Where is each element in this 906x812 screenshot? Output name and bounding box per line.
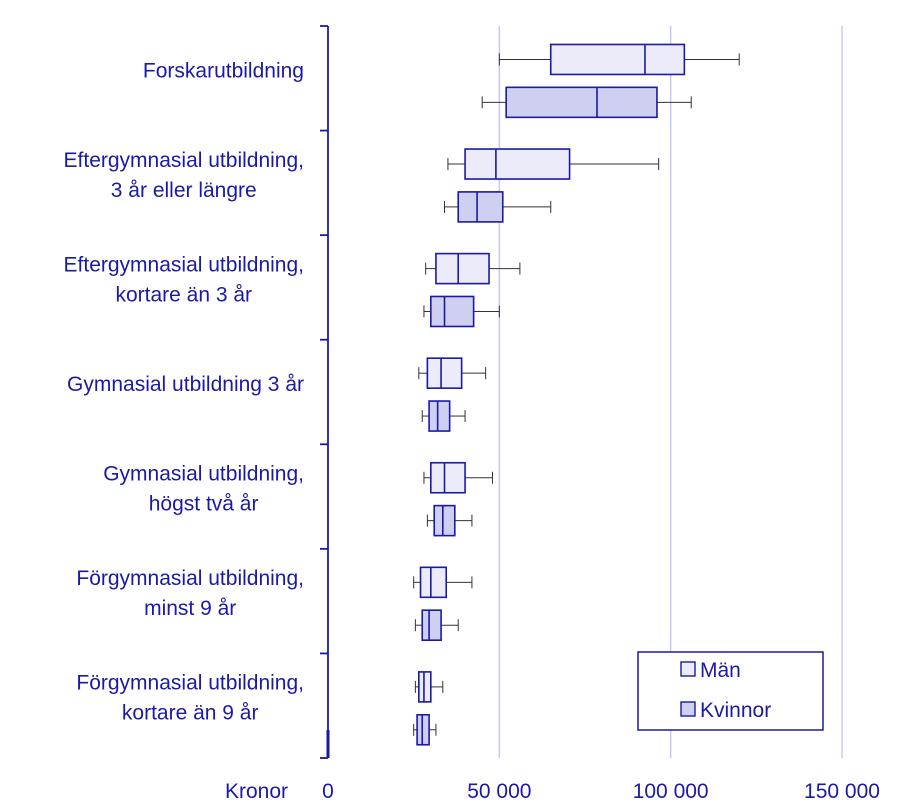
legend: Män Kvinnor [637,651,824,731]
men-box [414,671,444,703]
category-label: Eftergymnasial utbildning, [64,149,304,172]
box-iqr [429,461,466,494]
x-tick-label: 100 000 [633,780,709,803]
legend-box [637,651,824,731]
x-tick-label: 50 000 [467,780,531,803]
women-box [426,504,473,537]
box-iqr [428,400,451,432]
x-tick-label: 0 [322,780,334,803]
category-label: kortare än 3 år [115,283,252,306]
box-iqr [416,713,430,746]
box-iqr [433,504,456,537]
box-iqr [419,566,448,599]
legend-label: Män [700,659,741,682]
men-box [447,148,660,180]
category-label: Forskarutbildning [143,59,304,82]
category-label: Förgymnasial utbildning, [76,672,304,695]
men-box [423,461,493,494]
men-box [418,357,487,389]
category-labels: Forskarutbildning Eftergymnasial utbildni… [64,59,304,724]
box-iqr [429,295,475,328]
gridlines [498,26,843,758]
box-iqr [421,609,442,641]
box-iqr [505,86,658,119]
women-box [481,86,692,119]
men-box [498,43,740,76]
box-series [413,43,740,746]
women-box [423,295,500,328]
box-iqr [464,148,571,180]
x-tick-label: 150 000 [804,780,880,803]
category-label: Eftergymnasial utbildning, [64,253,304,276]
axes: 0 50 000 100 000 150 000 Kronor [225,25,880,803]
category-label: minst 9 år [144,597,236,620]
category-label: högst två år [149,493,259,516]
box-iqr [418,671,432,703]
women-box [413,713,437,746]
category-label: kortare än 9 år [122,702,259,725]
box-iqr [549,43,686,76]
women-box [444,191,552,223]
box-iqr [435,252,490,285]
box-iqr [457,191,504,223]
men-box [425,252,521,285]
legend-swatch [680,661,696,677]
women-box [414,609,459,641]
women-box [421,400,466,432]
box-iqr [426,357,463,389]
legend-label: Kvinnor [700,699,771,722]
x-axis-label: Kronor [225,780,288,803]
category-label: 3 år eller längre [111,179,257,202]
category-label: Gymnasial utbildning, [103,463,304,486]
category-label: Förgymnasial utbildning, [76,567,304,590]
legend-swatch [680,701,696,717]
category-label: Gymnasial utbildning 3 år [67,373,304,396]
men-box [413,566,473,599]
